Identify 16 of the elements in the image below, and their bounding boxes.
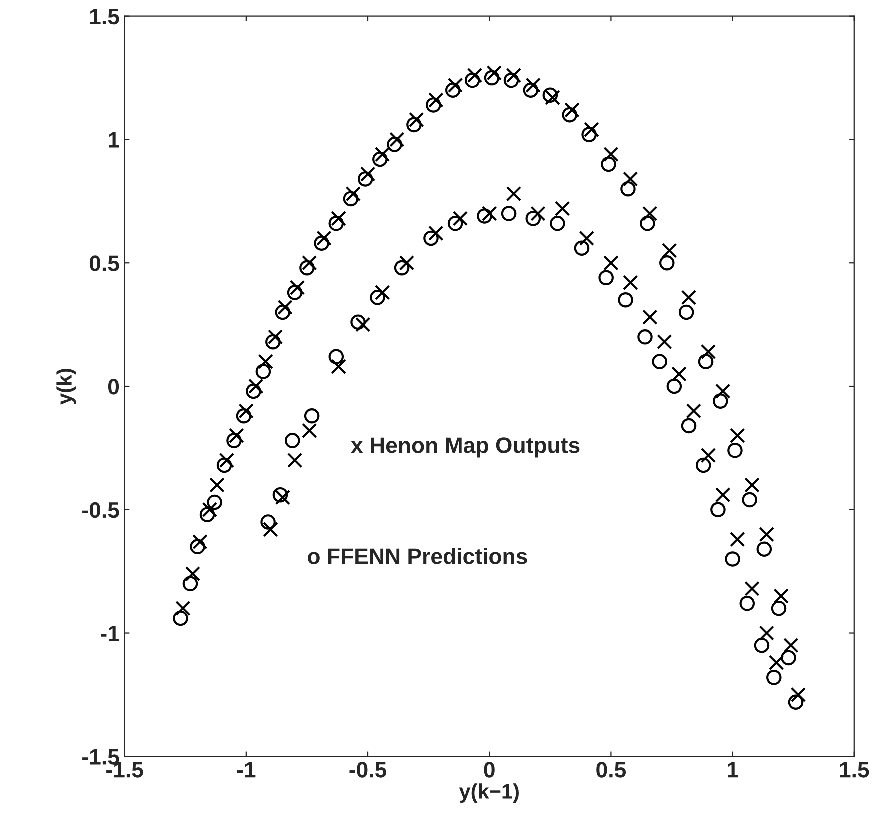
x-tick-label: 0.5: [596, 762, 626, 778]
y-tick-label: -1: [101, 626, 120, 642]
x-tick-label: -1: [237, 762, 256, 778]
y-axis-title: y(k): [56, 369, 76, 405]
y-tick-label: 0.5: [90, 256, 120, 272]
x-tick-label: -0.5: [350, 762, 387, 778]
x-tick-label: 0: [484, 762, 495, 778]
x-tick-label: 1: [728, 762, 738, 778]
y-tick-label: 1.5: [90, 9, 120, 25]
annotation: o FFENN Predictions: [308, 548, 528, 564]
y-tick-label: -0.5: [82, 502, 120, 518]
x-tick-label: 1.5: [840, 762, 870, 778]
annotation: x Henon Map Outputs: [351, 438, 580, 458]
x-axis-title: y(k−1): [459, 784, 519, 804]
y-tick-label: 0: [108, 379, 120, 395]
y-tick-label: 1: [109, 132, 120, 148]
